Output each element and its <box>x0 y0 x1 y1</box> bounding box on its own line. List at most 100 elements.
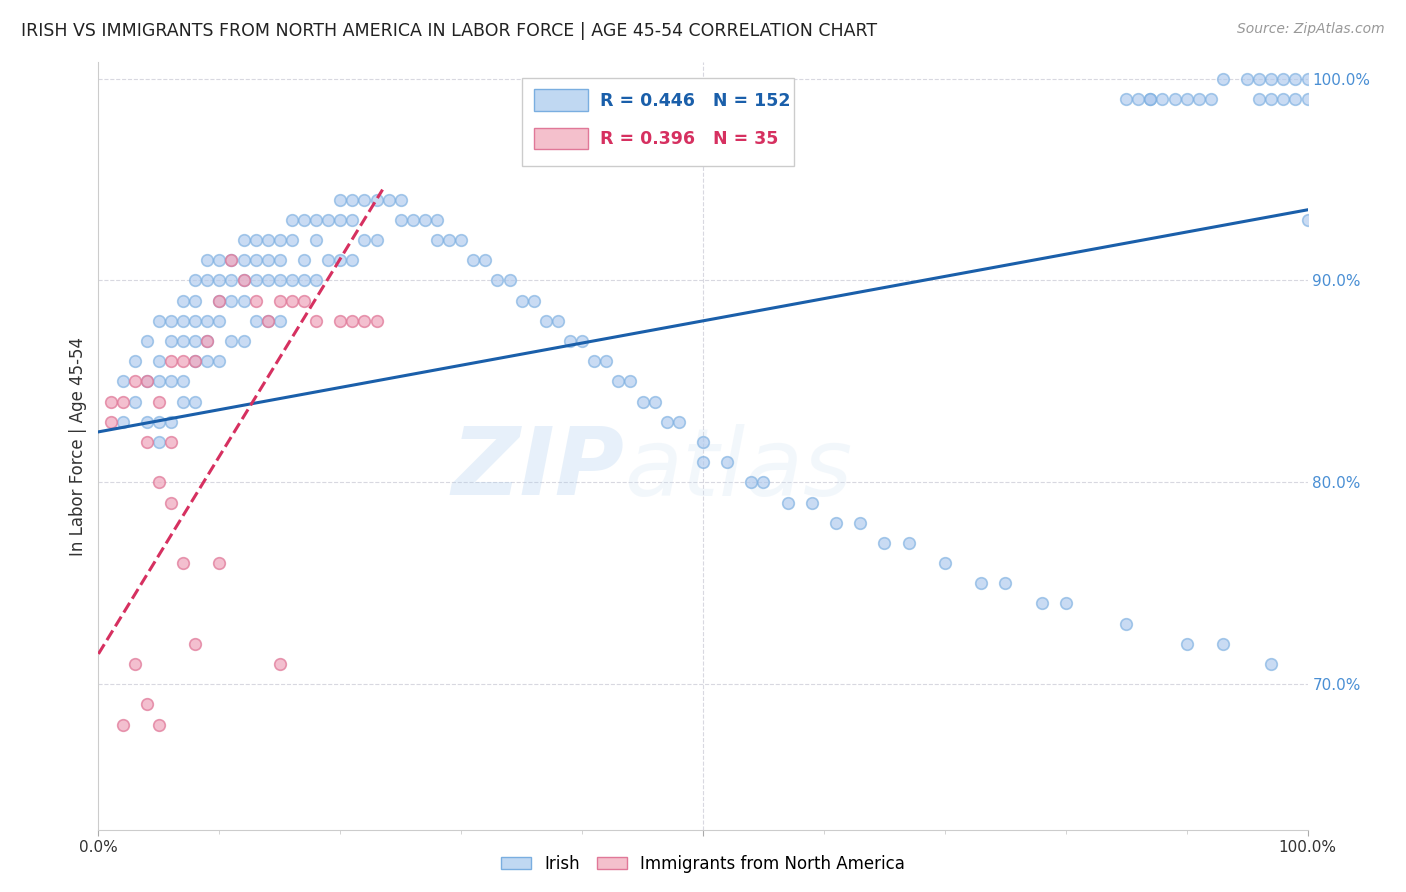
Point <box>160 415 183 429</box>
Point <box>292 253 315 268</box>
Point <box>534 314 557 328</box>
Point <box>668 415 690 429</box>
Point <box>342 314 364 328</box>
Point <box>413 213 436 227</box>
Point <box>100 415 122 429</box>
Point <box>752 475 775 490</box>
Point <box>1031 597 1053 611</box>
Point <box>184 637 207 651</box>
Point <box>329 213 352 227</box>
Point <box>305 213 328 227</box>
Point <box>1139 92 1161 106</box>
Text: IRISH VS IMMIGRANTS FROM NORTH AMERICA IN LABOR FORCE | AGE 45-54 CORRELATION CH: IRISH VS IMMIGRANTS FROM NORTH AMERICA I… <box>21 22 877 40</box>
Point <box>208 253 231 268</box>
Point <box>1188 92 1211 106</box>
Point <box>184 293 207 308</box>
Point <box>184 394 207 409</box>
Point <box>800 495 823 509</box>
Point <box>740 475 762 490</box>
Text: atlas: atlas <box>624 424 852 515</box>
Point <box>353 193 375 207</box>
Point <box>342 213 364 227</box>
Point <box>377 193 399 207</box>
Point <box>1296 213 1319 227</box>
Point <box>269 657 291 671</box>
Point <box>1272 92 1295 106</box>
Point <box>232 334 254 348</box>
Point <box>172 556 194 570</box>
Point <box>232 273 254 287</box>
Point <box>305 314 328 328</box>
Point <box>221 253 243 268</box>
Point <box>148 375 170 389</box>
Point <box>269 314 291 328</box>
Point <box>221 253 243 268</box>
Point <box>148 717 170 731</box>
Point <box>256 233 278 247</box>
Point <box>776 495 799 509</box>
Point <box>269 233 291 247</box>
Point <box>1175 637 1198 651</box>
Point <box>402 213 425 227</box>
Point <box>366 193 388 207</box>
Point <box>426 233 449 247</box>
Point <box>100 394 122 409</box>
Point <box>631 394 654 409</box>
Point <box>195 314 218 328</box>
Point <box>148 434 170 449</box>
Point <box>148 415 170 429</box>
Point <box>245 293 267 308</box>
Point <box>1260 657 1282 671</box>
Point <box>208 314 231 328</box>
Point <box>292 293 315 308</box>
Point <box>994 576 1017 591</box>
Point <box>571 334 593 348</box>
Point <box>353 233 375 247</box>
FancyBboxPatch shape <box>534 89 588 111</box>
Point <box>655 415 678 429</box>
Point <box>172 334 194 348</box>
Point <box>172 354 194 368</box>
Point <box>329 314 352 328</box>
Point <box>256 314 278 328</box>
Point <box>172 293 194 308</box>
Point <box>1152 92 1174 106</box>
Point <box>1260 71 1282 86</box>
Point <box>1115 616 1137 631</box>
Point <box>1236 71 1258 86</box>
Point <box>208 293 231 308</box>
Point <box>160 354 183 368</box>
Point <box>619 375 641 389</box>
Point <box>111 717 134 731</box>
Point <box>124 375 146 389</box>
Point <box>160 434 183 449</box>
Point <box>329 253 352 268</box>
Point <box>124 394 146 409</box>
Text: Source: ZipAtlas.com: Source: ZipAtlas.com <box>1237 22 1385 37</box>
Point <box>316 213 339 227</box>
Point <box>1296 71 1319 86</box>
Point <box>208 556 231 570</box>
Point <box>353 314 375 328</box>
Point <box>232 233 254 247</box>
Point <box>716 455 738 469</box>
Point <box>1128 92 1150 106</box>
Point <box>135 375 157 389</box>
Point <box>135 415 157 429</box>
Point <box>644 394 666 409</box>
Point <box>160 375 183 389</box>
Point <box>148 354 170 368</box>
Y-axis label: In Labor Force | Age 45-54: In Labor Force | Age 45-54 <box>69 336 87 556</box>
Point <box>595 354 617 368</box>
Point <box>195 334 218 348</box>
Point <box>172 314 194 328</box>
Point <box>172 394 194 409</box>
Point <box>1272 71 1295 86</box>
Point <box>195 354 218 368</box>
Point <box>172 375 194 389</box>
Point <box>281 293 304 308</box>
Point <box>111 375 134 389</box>
Point <box>305 273 328 287</box>
Point <box>111 394 134 409</box>
Point <box>221 273 243 287</box>
